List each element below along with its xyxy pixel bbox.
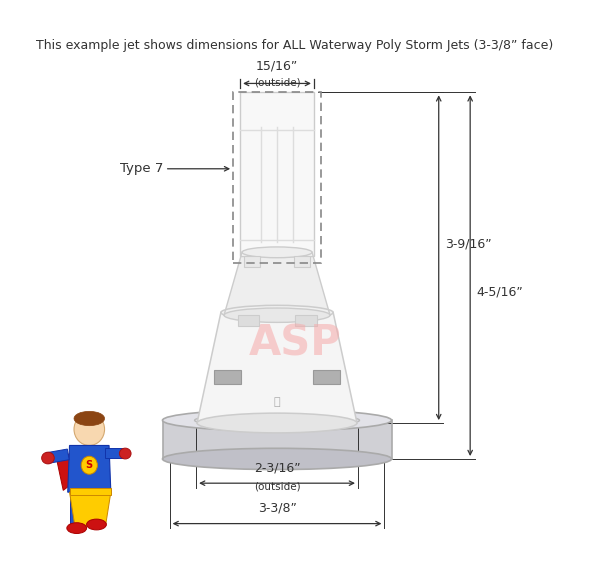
Text: (outside): (outside) bbox=[254, 481, 300, 492]
Bar bbox=[214, 370, 241, 385]
Ellipse shape bbox=[197, 413, 357, 433]
Ellipse shape bbox=[81, 456, 97, 474]
Ellipse shape bbox=[162, 410, 392, 431]
Bar bbox=[295, 315, 317, 326]
Bar bbox=[46, 449, 69, 464]
Bar bbox=[88, 492, 103, 523]
Text: 4-5/16”: 4-5/16” bbox=[477, 285, 523, 299]
Polygon shape bbox=[197, 313, 357, 423]
Ellipse shape bbox=[221, 306, 333, 320]
Ellipse shape bbox=[87, 519, 106, 530]
Ellipse shape bbox=[67, 523, 87, 533]
Text: S: S bbox=[86, 460, 93, 470]
Text: ASP: ASP bbox=[248, 323, 342, 365]
Bar bbox=[106, 448, 123, 458]
Bar bbox=[313, 370, 340, 385]
Text: 15/16”: 15/16” bbox=[256, 60, 298, 73]
Text: 3-3/8”: 3-3/8” bbox=[258, 501, 296, 515]
Text: 2-3/16”: 2-3/16” bbox=[254, 461, 300, 474]
Text: This example jet shows dimensions for ALL Waterway Poly Storm Jets (3-3/8” face): This example jet shows dimensions for AL… bbox=[37, 38, 553, 52]
Ellipse shape bbox=[74, 411, 104, 426]
Polygon shape bbox=[68, 446, 111, 492]
Bar bbox=[238, 315, 259, 326]
Bar bbox=[233, 92, 321, 263]
Ellipse shape bbox=[42, 452, 54, 464]
Bar bbox=[244, 256, 260, 267]
Bar bbox=[162, 420, 392, 459]
Ellipse shape bbox=[224, 308, 330, 322]
Bar bbox=[240, 92, 314, 256]
Ellipse shape bbox=[74, 413, 104, 446]
Bar bbox=[294, 256, 310, 267]
Text: ⓢ: ⓢ bbox=[274, 397, 280, 407]
Polygon shape bbox=[224, 252, 330, 315]
Ellipse shape bbox=[162, 449, 392, 469]
Text: (outside): (outside) bbox=[254, 78, 300, 88]
Ellipse shape bbox=[242, 247, 312, 258]
Text: Type 7: Type 7 bbox=[120, 162, 163, 175]
Bar bbox=[70, 487, 111, 495]
Bar bbox=[70, 492, 85, 526]
Polygon shape bbox=[70, 492, 111, 526]
Polygon shape bbox=[57, 447, 81, 490]
Text: 3-9/16”: 3-9/16” bbox=[445, 238, 491, 251]
Ellipse shape bbox=[119, 448, 131, 459]
